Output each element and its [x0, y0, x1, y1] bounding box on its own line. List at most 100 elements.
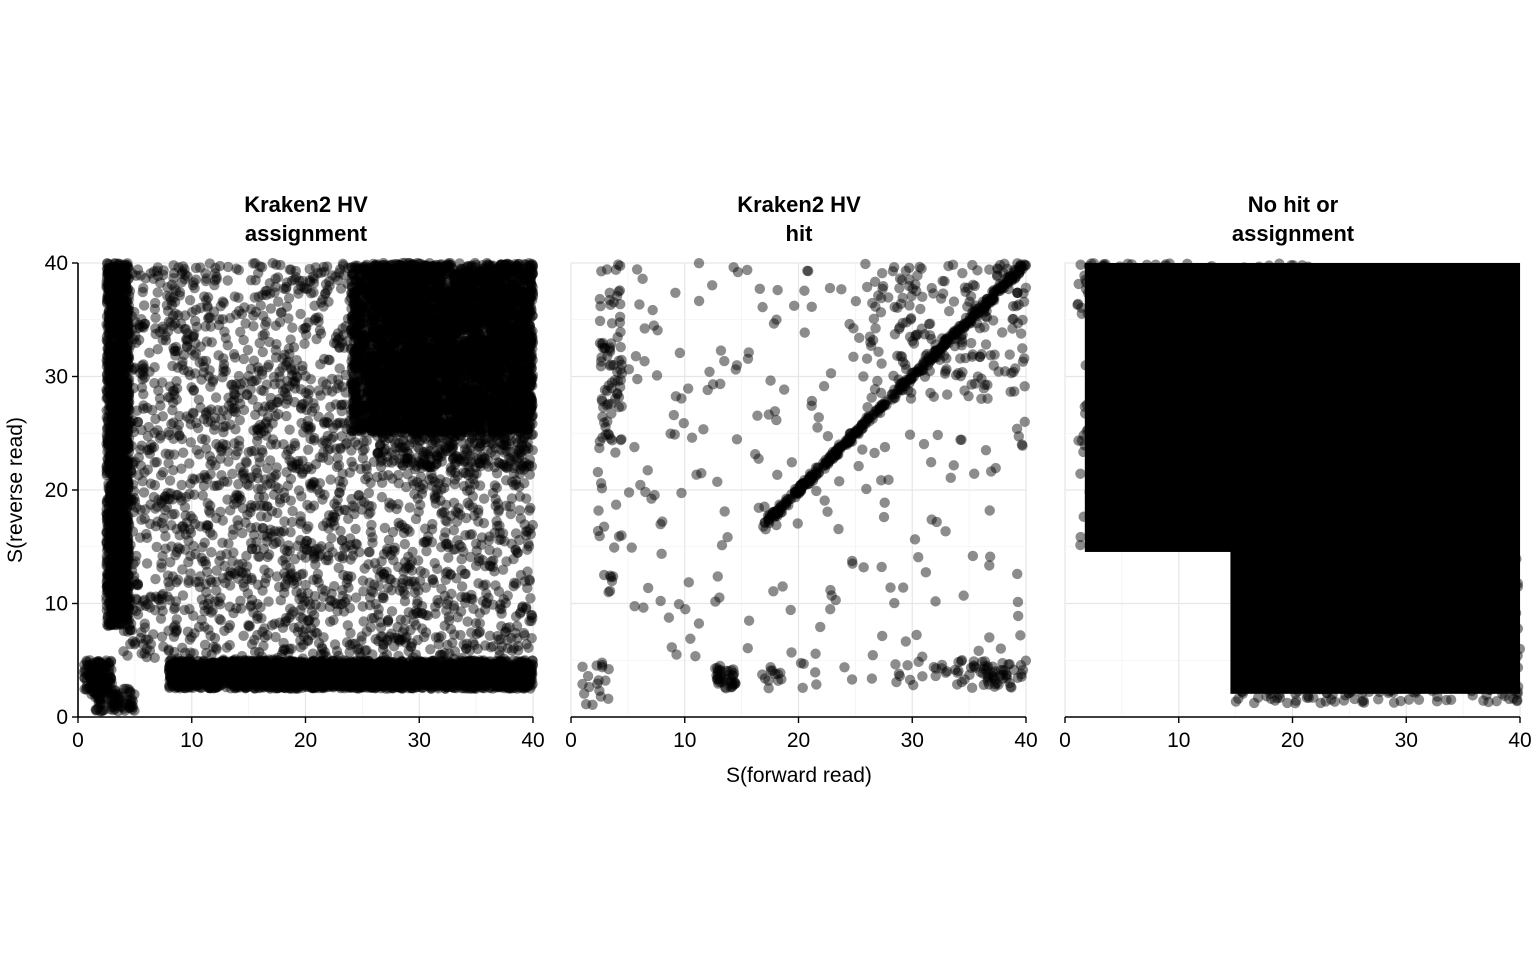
facet-title-line-1: Kraken2 HV: [244, 192, 368, 217]
data-point: [104, 406, 116, 418]
data-point: [113, 314, 124, 325]
data-point: [108, 353, 120, 365]
data-point: [118, 496, 130, 508]
data-point: [120, 543, 131, 554]
data-point: [116, 471, 128, 482]
data-point: [120, 433, 132, 444]
data-point: [123, 439, 134, 451]
data-point: [222, 666, 233, 677]
data-point: [110, 523, 121, 534]
data-point: [107, 399, 118, 411]
data-point: [115, 601, 126, 612]
data-point: [204, 678, 216, 689]
data-point: [103, 411, 114, 423]
data-point: [463, 673, 474, 684]
data-point: [306, 661, 318, 673]
data-point: [115, 514, 126, 526]
data-point: [105, 467, 116, 478]
data-point: [117, 336, 128, 347]
data-point: [113, 301, 124, 313]
data-point: [110, 353, 121, 364]
data-point: [109, 438, 120, 449]
data-point: [108, 567, 119, 579]
data-point: [127, 700, 138, 711]
data-point: [111, 585, 122, 596]
data-point: [101, 438, 112, 449]
data-point: [112, 513, 124, 524]
data-point: [338, 664, 350, 675]
data-point: [107, 619, 118, 630]
data-point: [108, 396, 120, 408]
data-point: [103, 658, 114, 669]
data-point: [113, 438, 125, 449]
data-point: [108, 350, 119, 362]
data-point: [293, 665, 304, 676]
data-point: [107, 488, 118, 499]
data-point: [105, 401, 117, 413]
data-point: [108, 512, 120, 524]
data-point: [105, 592, 117, 603]
data-point: [114, 483, 125, 495]
data-point: [109, 410, 120, 422]
data-point: [505, 682, 516, 693]
data-point: [115, 513, 126, 524]
data-point: [109, 390, 120, 401]
data-point: [526, 663, 537, 674]
data-point: [110, 288, 122, 300]
data-point: [123, 438, 135, 450]
data-point: [118, 521, 129, 533]
data-point: [108, 336, 119, 347]
data-point: [117, 447, 129, 458]
data-point: [110, 461, 121, 473]
data-point: [121, 564, 133, 575]
data-point: [109, 536, 121, 548]
data-point: [117, 414, 128, 425]
data-point: [104, 572, 116, 583]
data-point: [118, 569, 130, 580]
data-point: [105, 581, 117, 592]
data-point: [257, 681, 268, 692]
data-point: [105, 565, 116, 576]
data-point: [108, 535, 120, 546]
data-point: [468, 682, 479, 694]
data-point: [114, 445, 125, 456]
data-point: [174, 676, 185, 687]
data-point: [346, 656, 358, 667]
data-point: [112, 409, 124, 420]
data-point: [119, 275, 130, 286]
data-point: [114, 411, 125, 422]
data-point: [101, 463, 113, 475]
data-point: [108, 307, 119, 318]
data-point: [111, 300, 122, 312]
data-point: [120, 511, 131, 523]
data-point: [102, 343, 114, 355]
data-point: [120, 348, 132, 360]
data-point: [114, 518, 126, 529]
data-point: [163, 663, 175, 674]
data-point: [122, 443, 133, 455]
data-point: [123, 583, 134, 595]
data-point: [102, 422, 113, 434]
data-point: [118, 470, 130, 481]
data-point: [118, 593, 130, 604]
data-point: [117, 561, 128, 573]
data-point: [115, 551, 127, 563]
data-point: [105, 306, 117, 318]
data-point: [117, 488, 128, 499]
data-point: [118, 551, 130, 563]
data-point: [106, 275, 118, 287]
data-point: [104, 347, 115, 358]
data-point: [109, 299, 121, 310]
data-point: [118, 399, 129, 411]
data-point: [113, 619, 125, 630]
data-point: [110, 391, 121, 402]
data-point: [122, 484, 134, 496]
data-point: [114, 271, 125, 283]
data-point: [111, 417, 122, 428]
data-point: [106, 435, 117, 446]
data-point: [513, 660, 524, 672]
data-point: [109, 460, 120, 472]
data-point: [129, 689, 140, 700]
data-point: [106, 449, 117, 460]
